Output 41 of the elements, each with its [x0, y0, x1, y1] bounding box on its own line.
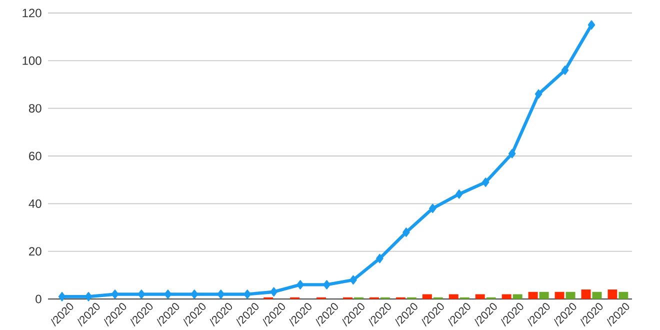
y-tick-label: 80 — [28, 104, 42, 113]
point — [350, 275, 357, 285]
bar — [592, 292, 602, 299]
point — [402, 228, 410, 237]
point — [84, 292, 92, 302]
bar — [608, 289, 618, 299]
point — [534, 89, 542, 99]
y-tick-label: 60 — [29, 152, 42, 160]
bar — [618, 292, 628, 299]
point — [190, 290, 198, 299]
bar — [448, 294, 458, 299]
point — [323, 280, 330, 290]
bar — [475, 294, 485, 299]
y-tick-label: 100 — [22, 56, 42, 65]
point — [217, 290, 225, 299]
bar — [422, 294, 432, 299]
point — [482, 178, 490, 187]
point — [588, 20, 596, 30]
point — [111, 290, 119, 299]
point — [296, 280, 304, 290]
point — [376, 254, 384, 264]
point — [455, 189, 463, 199]
bar — [528, 292, 538, 299]
y-tick-label: 120 — [22, 8, 42, 18]
point — [164, 290, 172, 299]
y-tick-label: 0 — [36, 294, 42, 304]
point — [138, 290, 146, 299]
bar — [554, 292, 564, 299]
y-tick-label: 20 — [29, 247, 42, 256]
bar — [581, 289, 591, 299]
y-tick-label: 40 — [28, 199, 42, 208]
bar — [502, 294, 512, 299]
bar — [566, 292, 576, 299]
point — [429, 204, 436, 214]
bar — [512, 294, 522, 299]
point — [58, 292, 66, 302]
point — [508, 148, 516, 158]
bar — [539, 292, 549, 299]
point — [244, 290, 251, 299]
point — [270, 287, 278, 297]
point — [561, 66, 569, 75]
